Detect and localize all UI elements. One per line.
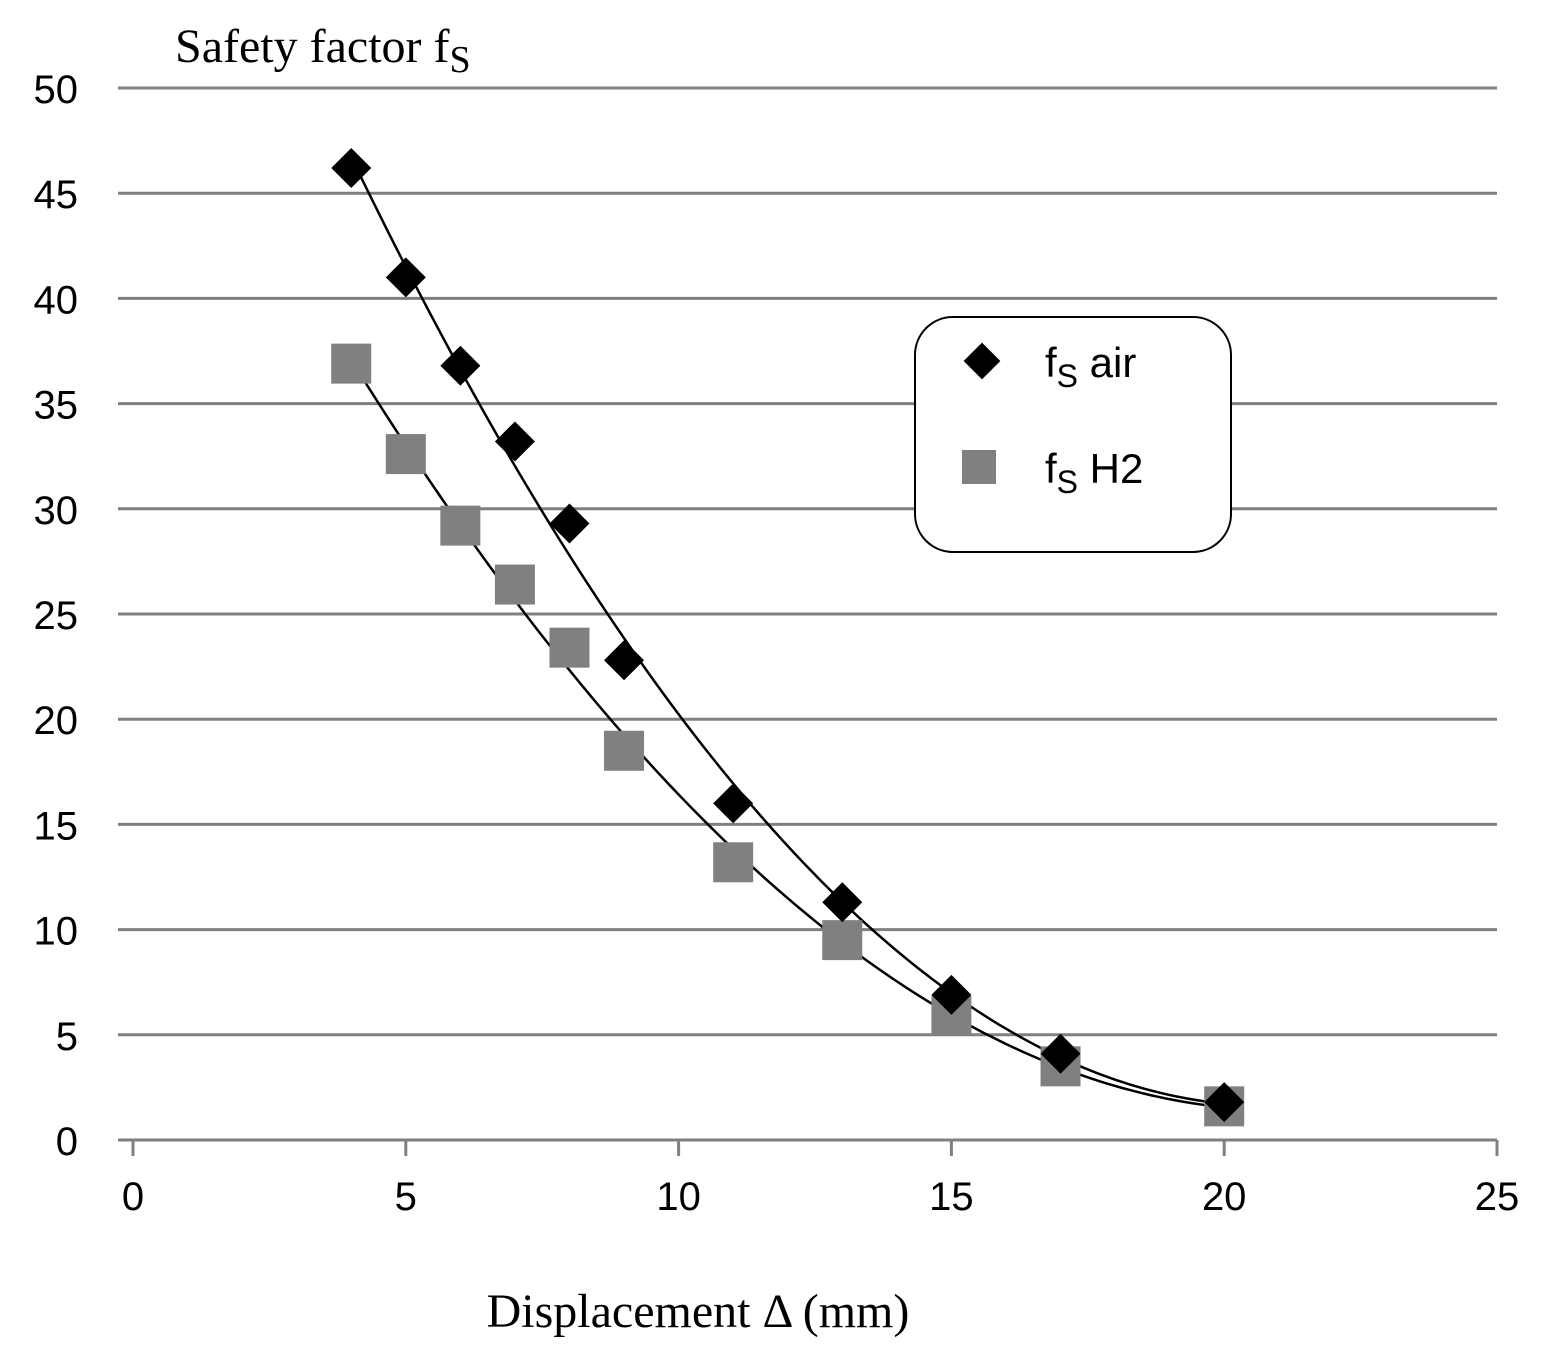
x-tick-label: 25 (1475, 1175, 1520, 1219)
point-air (1204, 1082, 1245, 1123)
x-tick-label: 5 (395, 1175, 417, 1219)
point-air (1040, 1033, 1081, 1074)
axes (118, 1138, 1499, 1156)
y-tick-label: 15 (34, 804, 79, 848)
legend: fS air fS H2 (914, 316, 1232, 553)
point-h2 (713, 842, 754, 883)
point-air (931, 974, 972, 1015)
point-air (549, 503, 590, 544)
x-axis-title: Displacement Δ (mm) (487, 1285, 910, 1338)
y-axis-title: Safety factor fS (175, 20, 471, 81)
point-air (494, 421, 535, 462)
point-h2 (604, 730, 645, 771)
y-tick-label: 10 (34, 910, 79, 954)
legend-marker-air (963, 342, 1001, 380)
y-tick-label: 45 (34, 173, 79, 217)
legend-label-h2: fS H2 (1045, 445, 1143, 500)
legend-label-air: fS air (1045, 339, 1136, 394)
y-tick-label: 30 (34, 489, 79, 533)
point-air (331, 147, 372, 188)
point-air (604, 640, 645, 681)
tick-labels: 0 5 10 15 20 25 30 35 40 45 50 0 5 10 15 20 25 (34, 68, 1520, 1219)
legend-marker-h2 (962, 450, 996, 484)
point-h2 (331, 343, 372, 384)
x-tick-label: 20 (1202, 1175, 1247, 1219)
x-tick-label: 0 (122, 1175, 144, 1219)
y-tick-label: 5 (56, 1015, 78, 1059)
point-air (713, 783, 754, 824)
y-tick-label: 50 (34, 68, 79, 112)
point-air (440, 345, 481, 386)
point-h2 (494, 564, 535, 605)
y-tick-label: 20 (34, 699, 79, 743)
x-tick-label: 10 (656, 1175, 701, 1219)
legend-box (914, 316, 1232, 553)
point-h2 (822, 920, 863, 961)
data-points (331, 147, 1245, 1127)
y-tick-label: 0 (56, 1120, 78, 1164)
point-h2 (549, 627, 590, 668)
point-air (822, 882, 863, 923)
grid-lines (118, 86, 1497, 1037)
point-air (385, 257, 426, 298)
x-tick-label: 15 (929, 1175, 974, 1219)
y-tick-label: 25 (34, 594, 79, 638)
point-h2 (440, 505, 481, 546)
point-h2 (385, 434, 426, 475)
y-tick-label: 40 (34, 278, 79, 322)
y-tick-label: 35 (34, 384, 79, 428)
